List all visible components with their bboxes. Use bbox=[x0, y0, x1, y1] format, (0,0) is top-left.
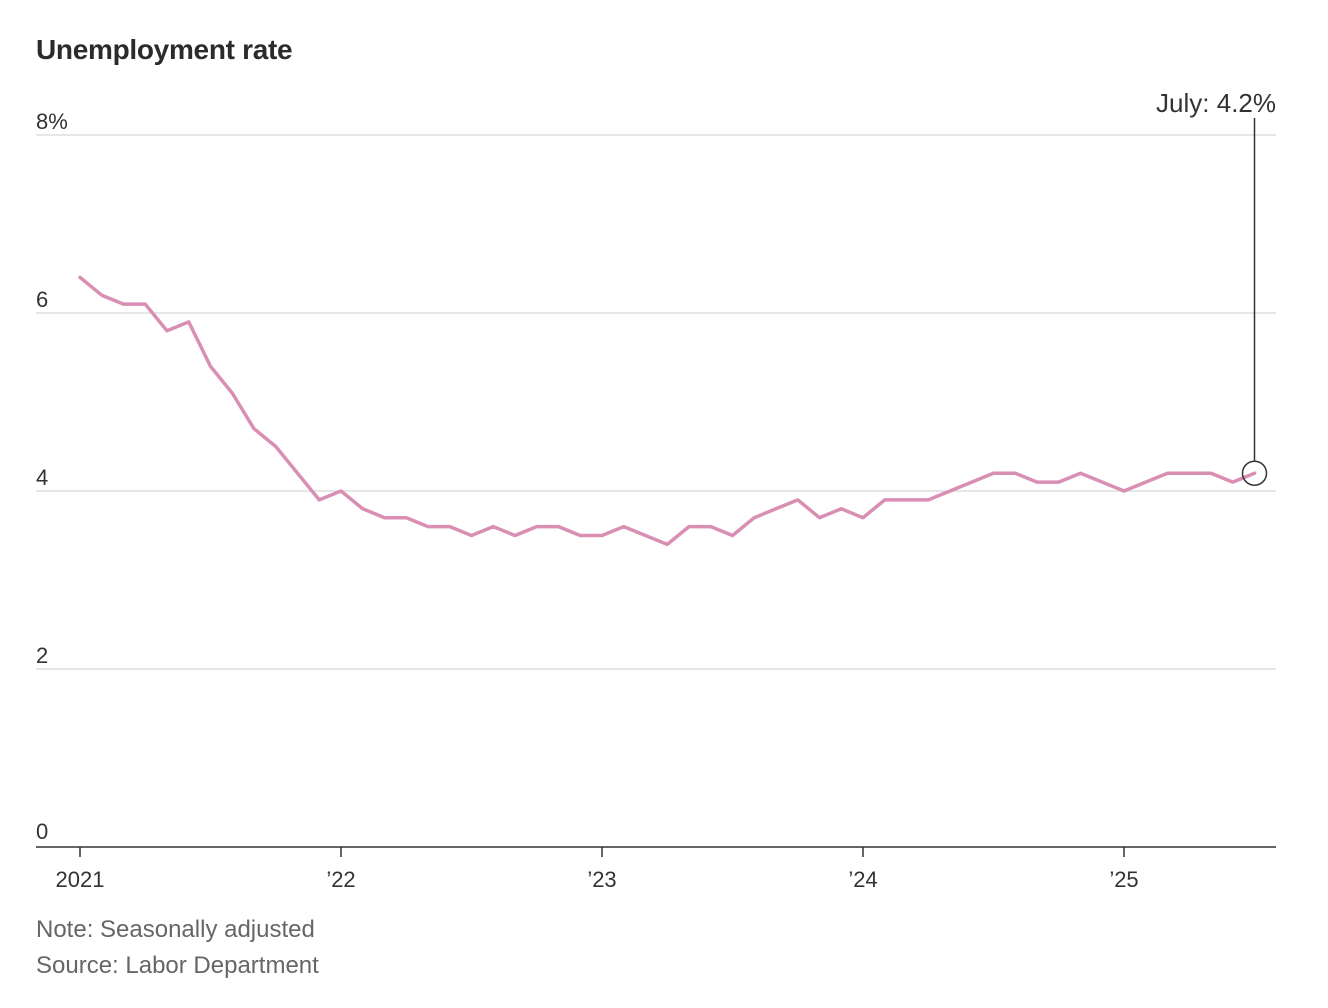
data-point bbox=[100, 293, 104, 297]
data-point bbox=[1035, 480, 1039, 484]
data-point bbox=[491, 525, 495, 529]
data-point bbox=[230, 391, 234, 395]
data-point bbox=[274, 445, 278, 449]
data-point bbox=[1144, 480, 1148, 484]
data-point bbox=[948, 489, 952, 493]
data-point bbox=[209, 364, 213, 368]
data-point bbox=[143, 302, 147, 306]
x-tick-label: ’23 bbox=[587, 867, 616, 892]
data-point bbox=[383, 516, 387, 520]
y-tick-label: 8% bbox=[36, 109, 68, 134]
x-tick-label: 2021 bbox=[56, 867, 105, 892]
data-point bbox=[665, 542, 669, 546]
data-point bbox=[1057, 480, 1061, 484]
data-point bbox=[970, 480, 974, 484]
y-tick-label: 6 bbox=[36, 287, 48, 312]
data-point bbox=[361, 507, 365, 511]
x-tick-label: ’24 bbox=[848, 867, 877, 892]
data-point bbox=[839, 507, 843, 511]
data-point bbox=[1013, 471, 1017, 475]
data-point bbox=[317, 498, 321, 502]
data-point bbox=[1100, 480, 1104, 484]
data-point bbox=[426, 525, 430, 529]
data-point bbox=[1166, 471, 1170, 475]
data-point bbox=[448, 525, 452, 529]
data-point bbox=[339, 489, 343, 493]
data-point bbox=[1253, 471, 1257, 475]
chart-note: Note: Seasonally adjusted bbox=[36, 916, 315, 943]
data-point bbox=[535, 525, 539, 529]
data-point bbox=[78, 275, 82, 279]
data-point bbox=[513, 534, 517, 538]
data-point bbox=[165, 329, 169, 333]
data-point bbox=[861, 516, 865, 520]
data-point bbox=[796, 498, 800, 502]
data-point bbox=[1187, 471, 1191, 475]
data-point bbox=[470, 534, 474, 538]
data-point bbox=[578, 534, 582, 538]
data-point bbox=[1231, 480, 1235, 484]
data-point bbox=[731, 534, 735, 538]
data-point bbox=[557, 525, 561, 529]
data-point bbox=[926, 498, 930, 502]
data-point bbox=[187, 320, 191, 324]
data-point bbox=[752, 516, 756, 520]
y-tick-label: 2 bbox=[36, 643, 48, 668]
annotation-marker-circle bbox=[1241, 460, 1268, 486]
series-line-unemployment-rate bbox=[78, 275, 1257, 547]
data-point bbox=[296, 471, 300, 475]
data-point bbox=[122, 302, 126, 306]
data-point bbox=[404, 516, 408, 520]
data-point bbox=[774, 507, 778, 511]
chart-title: Unemployment rate bbox=[36, 34, 293, 65]
data-point bbox=[252, 427, 256, 431]
data-point bbox=[1209, 471, 1213, 475]
line-chart: 8% 6 4 2 0 2021 ’22 ’23 ’24 ’25 July: 4.2% bbox=[36, 88, 1276, 892]
y-tick-label: 4 bbox=[36, 465, 48, 490]
annotation-label: July: 4.2% bbox=[1156, 88, 1276, 118]
data-point bbox=[644, 534, 648, 538]
data-point bbox=[709, 525, 713, 529]
data-point bbox=[883, 498, 887, 502]
data-point bbox=[1122, 489, 1126, 493]
x-tick-label: ’25 bbox=[1109, 867, 1138, 892]
x-tick-label: ’22 bbox=[326, 867, 355, 892]
data-point bbox=[992, 471, 996, 475]
y-tick-label: 0 bbox=[36, 819, 48, 844]
data-point bbox=[818, 516, 822, 520]
data-point bbox=[687, 525, 691, 529]
data-point bbox=[622, 525, 626, 529]
chart-source: Source: Labor Department bbox=[36, 952, 319, 979]
data-point bbox=[600, 534, 604, 538]
data-point bbox=[905, 498, 909, 502]
data-point bbox=[1079, 471, 1083, 475]
